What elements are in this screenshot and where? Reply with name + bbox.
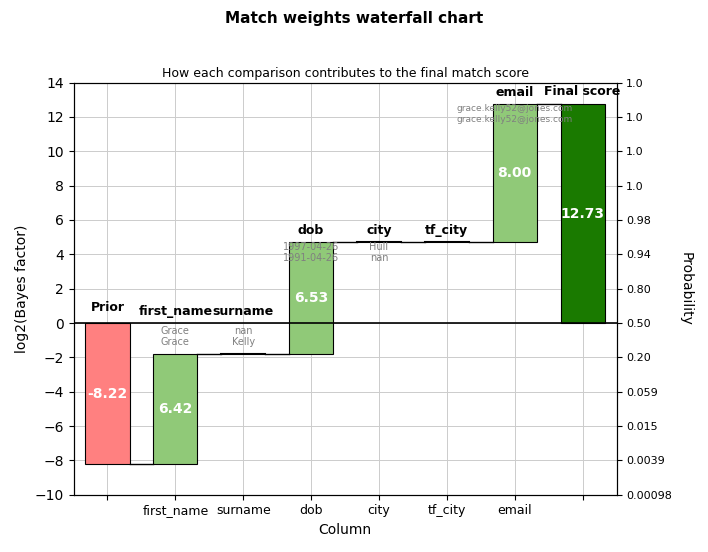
Text: 8.00: 8.00 <box>498 166 532 180</box>
Text: 6.42: 6.42 <box>158 402 193 416</box>
Bar <box>289 242 333 354</box>
Text: 1997-04-26
1991-04-26: 1997-04-26 1991-04-26 <box>283 242 339 263</box>
Text: 6.53: 6.53 <box>294 291 329 305</box>
Text: Final score: Final score <box>544 85 621 98</box>
X-axis label: Column: Column <box>319 523 372 537</box>
Y-axis label: log2(Bayes factor): log2(Bayes factor) <box>15 225 29 353</box>
Text: dob: dob <box>298 224 324 237</box>
Title: How each comparison contributes to the final match score: How each comparison contributes to the f… <box>161 67 529 80</box>
Text: surname: surname <box>212 305 274 318</box>
Text: tf_city: tf_city <box>426 224 469 237</box>
Text: -8.22: -8.22 <box>87 386 127 401</box>
Text: first_name: first_name <box>138 305 212 318</box>
Bar <box>493 104 537 242</box>
Text: Grace
Grace: Grace Grace <box>161 326 190 347</box>
Y-axis label: Probability: Probability <box>679 252 693 326</box>
Text: Hull
nan: Hull nan <box>370 242 389 263</box>
Bar <box>154 354 198 464</box>
Text: Prior: Prior <box>91 301 125 315</box>
Text: 12.73: 12.73 <box>561 207 605 221</box>
Text: city: city <box>366 224 392 237</box>
Text: nan
Kelly: nan Kelly <box>232 326 255 347</box>
Bar <box>86 323 130 464</box>
Bar <box>561 104 605 323</box>
Text: grace.kelly52@jones.com
grace.kelly52@jones.com: grace.kelly52@jones.com grace.kelly52@jo… <box>457 104 573 124</box>
Text: email: email <box>496 86 534 99</box>
Text: Match weights waterfall chart: Match weights waterfall chart <box>225 11 483 26</box>
